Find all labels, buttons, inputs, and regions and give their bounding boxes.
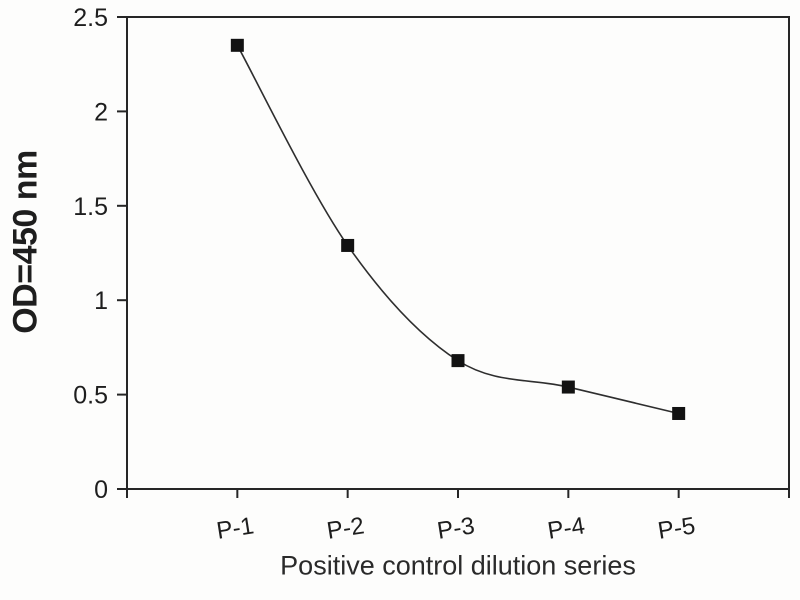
series-line	[236, 44, 679, 415]
data-point-marker	[230, 38, 244, 52]
y-tick-label: 0	[94, 476, 108, 504]
y-tick-label: 2.5	[73, 4, 108, 32]
data-point-marker	[672, 406, 686, 420]
x-axis-title: Positive control dilution series	[280, 550, 636, 581]
y-tick-label: 2	[94, 98, 108, 126]
x-tick-label: P-3	[435, 512, 476, 545]
data-point-marker	[561, 380, 575, 394]
y-tick-label: 0.5	[73, 382, 108, 410]
y-tick-label: 1.5	[73, 193, 108, 221]
x-tick-label: P-1	[215, 512, 256, 545]
data-point-marker	[341, 238, 355, 252]
data-point-marker	[451, 354, 465, 368]
x-tick-label: P-5	[656, 512, 697, 545]
x-tick-label: P-4	[546, 512, 587, 545]
plot-border	[126, 16, 790, 490]
y-tick-label: 1	[94, 287, 108, 315]
x-tick-label: P-2	[325, 512, 366, 545]
